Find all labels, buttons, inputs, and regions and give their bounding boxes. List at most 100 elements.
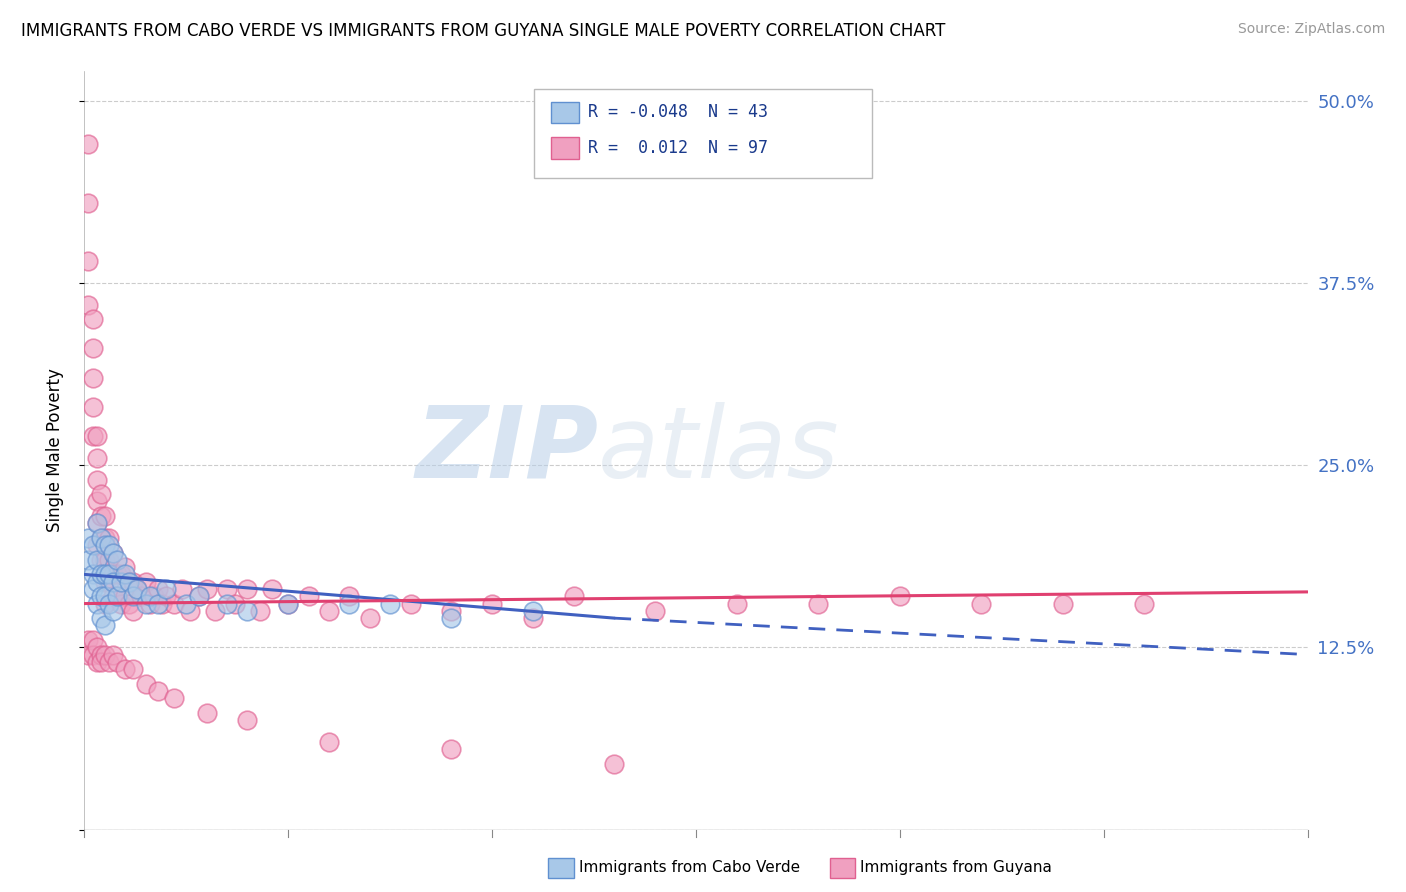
Point (146, 582, 169, 596)
Point (644, 604, 666, 618)
Text: R =  0.012  N = 97: R = 0.012 N = 97 (588, 139, 768, 157)
Point (86, 538, 108, 552)
Point (82, 429, 104, 443)
Point (204, 604, 226, 618)
Point (970, 597, 993, 611)
Point (114, 560, 136, 574)
Point (249, 604, 271, 618)
Point (97, 553, 120, 567)
Point (93, 574, 115, 589)
Point (440, 611, 463, 625)
Point (77, 553, 100, 567)
Point (359, 611, 381, 625)
Point (217, 582, 239, 596)
Point (481, 597, 503, 611)
Point (82, 312, 104, 326)
Point (260, 582, 283, 596)
Point (101, 648, 124, 662)
Point (93, 553, 115, 567)
Point (93, 597, 115, 611)
Point (77, 298, 100, 312)
Point (82, 400, 104, 414)
Point (135, 677, 157, 691)
Point (93, 567, 115, 582)
Text: IMMIGRANTS FROM CABO VERDE VS IMMIGRANTS FROM GUYANA SINGLE MALE POVERTY CORRELA: IMMIGRANTS FROM CABO VERDE VS IMMIGRANTS… (21, 22, 945, 40)
Point (889, 589, 911, 603)
Point (217, 597, 239, 611)
Point (77, 531, 100, 545)
Point (97, 531, 120, 545)
Point (90, 509, 112, 524)
Point (122, 662, 145, 676)
Point (339, 597, 361, 611)
Point (522, 604, 544, 618)
Point (86, 516, 108, 531)
Point (440, 604, 463, 618)
Point (236, 582, 259, 596)
Point (101, 574, 124, 589)
Point (105, 589, 128, 603)
Point (82, 538, 104, 552)
Point (97, 538, 120, 552)
Point (399, 597, 422, 611)
Point (86, 597, 108, 611)
Point (82, 342, 104, 356)
Point (86, 473, 108, 487)
Point (138, 589, 160, 603)
Point (101, 545, 124, 559)
Point (93, 509, 115, 524)
Point (105, 589, 128, 603)
Point (807, 597, 830, 611)
Point (122, 574, 145, 589)
Point (97, 567, 120, 582)
Point (93, 531, 115, 545)
Point (440, 742, 463, 756)
Point (127, 582, 149, 596)
Point (90, 655, 112, 669)
Point (82, 582, 104, 596)
Point (155, 589, 177, 603)
Text: ZIP: ZIP (415, 402, 598, 499)
Point (163, 597, 186, 611)
Point (603, 756, 626, 771)
Point (82, 370, 104, 384)
Point (142, 589, 165, 603)
Point (82, 633, 104, 648)
Point (90, 531, 112, 545)
Point (86, 516, 108, 531)
Point (277, 597, 299, 611)
Point (90, 553, 112, 567)
Point (90, 487, 112, 501)
Point (298, 589, 321, 603)
Point (236, 713, 259, 727)
Text: Immigrants from Guyana: Immigrants from Guyana (860, 860, 1052, 874)
Point (118, 574, 141, 589)
Point (77, 633, 100, 648)
Point (163, 691, 186, 706)
Point (135, 597, 157, 611)
Point (101, 604, 124, 618)
Point (77, 137, 100, 152)
Point (82, 567, 104, 582)
Point (90, 589, 112, 603)
Point (93, 538, 115, 552)
Point (86, 640, 108, 655)
Point (318, 735, 340, 749)
Point (277, 597, 299, 611)
Point (522, 611, 544, 625)
Text: Immigrants from Cabo Verde: Immigrants from Cabo Verde (579, 860, 800, 874)
Point (725, 597, 748, 611)
Point (187, 589, 209, 603)
Point (101, 545, 124, 559)
Point (155, 582, 177, 596)
Point (90, 567, 112, 582)
Point (118, 574, 141, 589)
Point (101, 589, 124, 603)
Point (562, 589, 585, 603)
Text: atlas: atlas (598, 402, 839, 499)
Point (105, 567, 128, 582)
Point (174, 597, 197, 611)
Point (114, 589, 136, 603)
Point (138, 597, 160, 611)
Point (110, 567, 132, 582)
